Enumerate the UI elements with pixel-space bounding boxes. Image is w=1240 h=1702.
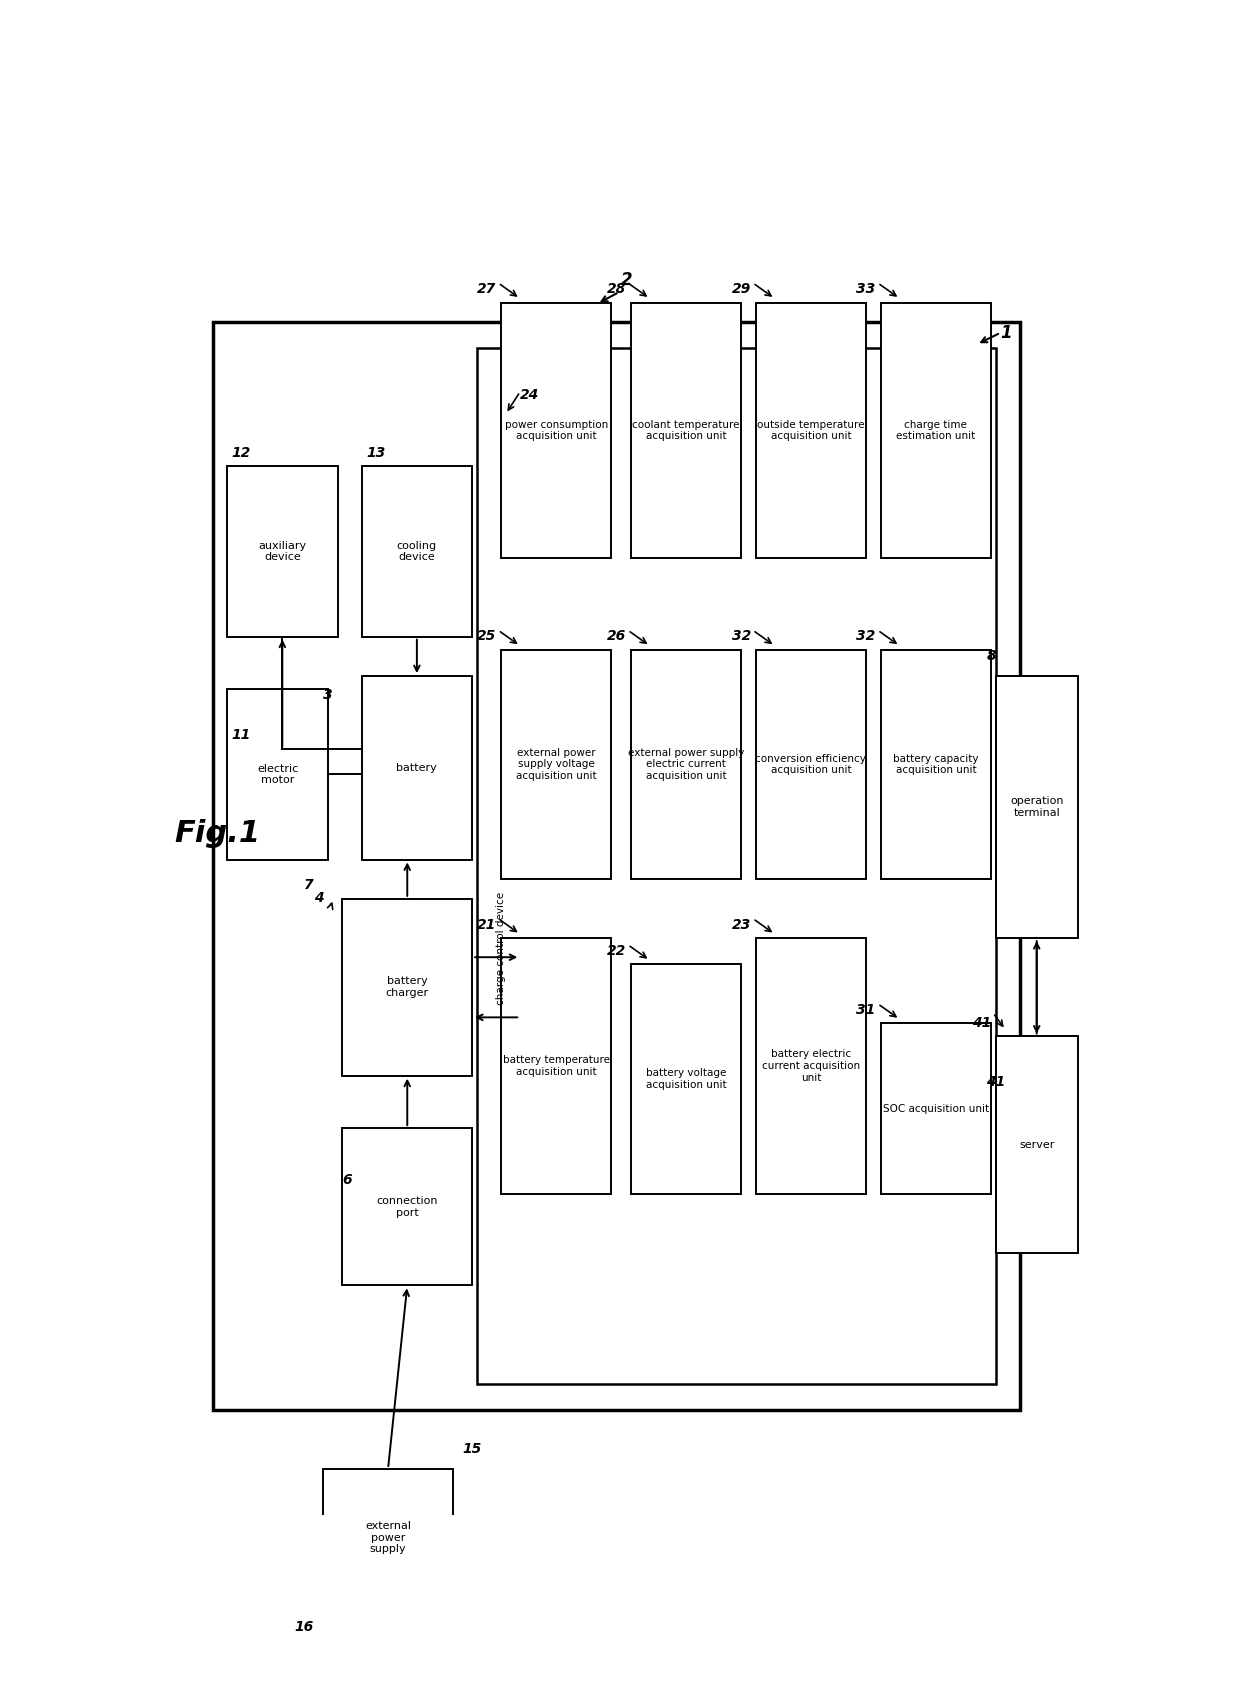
Text: battery capacity
acquisition unit: battery capacity acquisition unit [893,754,978,776]
Text: 41: 41 [986,1076,1006,1089]
Bar [342,899,472,1076]
Bar [213,322,1019,1409]
Text: 7: 7 [304,878,314,892]
Text: battery voltage
acquisition unit: battery voltage acquisition unit [646,1069,727,1089]
Text: 22: 22 [606,945,626,958]
Text: coolant temperature
acquisition unit: coolant temperature acquisition unit [632,419,740,441]
Text: 27: 27 [477,283,496,296]
Text: 32: 32 [732,630,751,643]
Text: 21: 21 [477,917,496,931]
Text: 13: 13 [367,446,386,460]
Text: operation
terminal: operation terminal [1009,797,1064,819]
Text: 26: 26 [606,630,626,643]
Text: 16: 16 [294,1620,314,1634]
Text: 8: 8 [986,648,996,664]
Text: 12: 12 [232,446,252,460]
Text: 11: 11 [232,727,252,742]
Text: 2: 2 [621,271,632,289]
Text: 15: 15 [463,1442,482,1455]
Text: 29: 29 [732,283,751,296]
Bar [631,650,742,880]
Bar [362,676,472,860]
Text: 25: 25 [477,630,496,643]
Bar [501,303,611,558]
Text: 32: 32 [857,630,875,643]
Text: battery: battery [397,762,438,773]
Text: external
power
supply: external power supply [365,1522,410,1554]
Bar [996,676,1078,938]
Bar [755,650,866,880]
Text: 33: 33 [857,283,875,296]
Text: Fig.1: Fig.1 [174,819,260,848]
Bar [880,1023,991,1193]
Text: electric
motor: electric motor [257,764,298,785]
Text: 1: 1 [1001,323,1012,342]
Bar [755,938,866,1193]
Text: server: server [1019,1140,1054,1149]
Bar [501,938,611,1193]
Bar [342,1128,472,1285]
Text: charge control device: charge control device [496,892,506,1006]
Text: 23: 23 [732,917,751,931]
Text: 28: 28 [606,283,626,296]
Bar [631,303,742,558]
Text: battery temperature
acquisition unit: battery temperature acquisition unit [502,1055,610,1077]
Text: 41: 41 [972,1016,991,1030]
Bar [880,650,991,880]
Text: power consumption
acquisition unit: power consumption acquisition unit [505,419,608,441]
Text: external power supply
electric current
acquisition unit: external power supply electric current a… [627,747,744,781]
Text: battery electric
current acquisition
unit: battery electric current acquisition uni… [761,1050,861,1082]
Text: conversion efficiency
acquisition unit: conversion efficiency acquisition unit [755,754,867,776]
Bar [501,650,611,880]
Text: charge time
estimation unit: charge time estimation unit [897,419,976,441]
Text: connection
port: connection port [377,1197,438,1217]
Bar [362,466,472,637]
Bar [324,1469,453,1607]
Text: 4: 4 [314,892,324,905]
Bar [477,349,996,1384]
Bar [631,965,742,1193]
Text: 3: 3 [324,688,332,703]
Text: external power
supply voltage
acquisition unit: external power supply voltage acquisitio… [516,747,596,781]
Bar [996,1037,1078,1253]
Text: auxiliary
device: auxiliary device [258,541,306,562]
Text: SOC acquisition unit: SOC acquisition unit [883,1103,988,1113]
Text: outside temperature
acquisition unit: outside temperature acquisition unit [758,419,864,441]
Bar [227,689,327,860]
Bar [755,303,866,558]
Text: 6: 6 [342,1173,352,1188]
Bar [227,466,337,637]
Text: 31: 31 [857,1002,875,1016]
Text: battery
charger: battery charger [386,977,429,997]
Text: cooling
device: cooling device [397,541,436,562]
Bar [880,303,991,558]
Text: 24: 24 [521,388,539,402]
